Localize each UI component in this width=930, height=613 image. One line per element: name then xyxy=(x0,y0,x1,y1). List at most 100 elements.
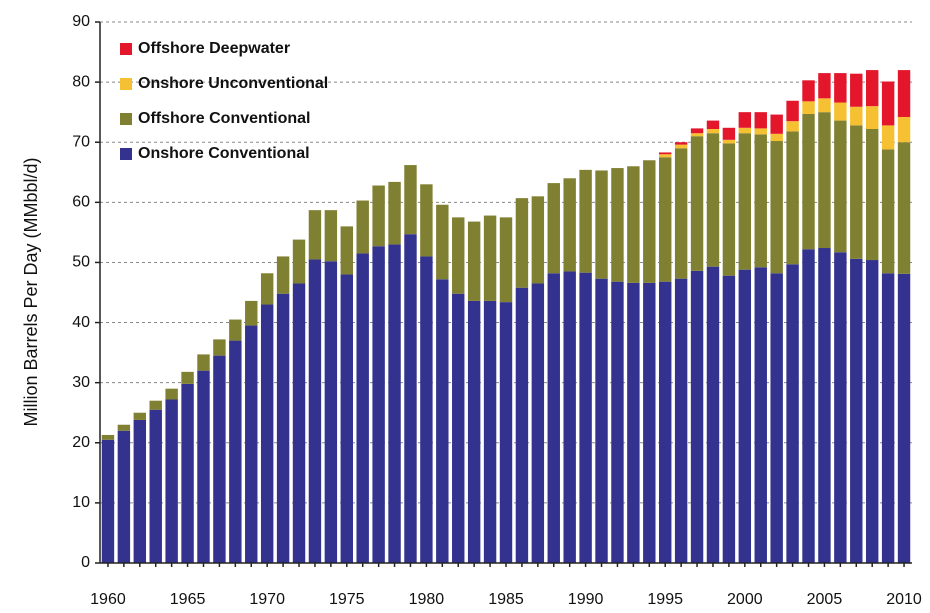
bar-segment xyxy=(165,388,178,400)
bar-segment xyxy=(579,272,592,563)
bar-segment xyxy=(563,271,576,563)
bar-segment xyxy=(260,304,274,563)
bar-segment xyxy=(802,80,815,102)
bar-segment xyxy=(531,283,545,563)
y-tick-label: 70 xyxy=(72,133,90,150)
bar-segment xyxy=(324,261,338,563)
bar-segment xyxy=(722,127,736,140)
bar-segment xyxy=(754,134,767,268)
bar-segment xyxy=(722,143,736,276)
bar-segment xyxy=(515,287,529,563)
bar-segment xyxy=(834,73,847,103)
bar-segment xyxy=(786,131,799,265)
legend-swatch xyxy=(120,43,132,55)
bar-segment xyxy=(897,70,911,117)
bar-segment xyxy=(818,248,831,564)
bar-segment xyxy=(818,98,831,113)
bar-segment xyxy=(372,185,385,247)
y-tick-label: 40 xyxy=(72,314,90,331)
legend-label: Onshore Conventional xyxy=(138,145,310,162)
bar-segment xyxy=(324,210,338,262)
y-tick-label: 20 xyxy=(72,434,90,451)
bar-segment xyxy=(643,282,656,563)
x-tick-label: 1960 xyxy=(90,591,126,608)
bar-segment xyxy=(483,215,497,301)
bar-segment xyxy=(722,275,736,563)
x-tick-label: 1985 xyxy=(488,591,524,608)
bar-segment xyxy=(738,133,752,270)
bar-segment xyxy=(420,256,433,563)
bar-segment xyxy=(197,354,210,371)
legend-label: Offshore Conventional xyxy=(138,110,310,127)
bar-segment xyxy=(881,273,895,563)
bar-segment xyxy=(292,283,306,563)
bar-segment xyxy=(674,144,688,149)
bar-segment xyxy=(595,278,608,563)
bar-segment xyxy=(276,256,290,294)
bar-segment xyxy=(627,282,640,563)
bar-segment xyxy=(388,244,401,563)
bar-segment xyxy=(133,419,147,563)
bar-segment xyxy=(706,120,720,129)
bar-segment xyxy=(181,371,194,384)
bar-segment xyxy=(452,217,465,294)
bar-segment xyxy=(499,217,513,303)
bar-segment xyxy=(404,165,417,235)
bar-segment xyxy=(213,339,226,356)
x-tick-label: 1970 xyxy=(249,591,285,608)
bar-segment xyxy=(181,383,194,563)
bar-segment xyxy=(818,112,831,249)
bar-segment xyxy=(197,370,210,563)
x-tick-label: 1980 xyxy=(409,591,445,608)
bar-segment xyxy=(420,184,433,257)
bar-segment xyxy=(754,112,767,129)
bar-segment xyxy=(786,100,799,122)
bar-segment xyxy=(754,128,767,135)
bar-segment xyxy=(595,170,608,279)
x-tick-label: 2005 xyxy=(807,591,843,608)
legend-label: Offshore Deepwater xyxy=(138,40,290,57)
bar-segment xyxy=(213,355,226,563)
bar-segment xyxy=(149,400,162,410)
bar-segment xyxy=(659,154,672,158)
bar-segment xyxy=(467,300,481,563)
bar-segment xyxy=(674,148,688,279)
bar-segment xyxy=(245,325,258,563)
bar-segment xyxy=(388,181,401,245)
bar-segment xyxy=(674,278,688,563)
x-tick-label: 2010 xyxy=(886,591,922,608)
bar-segment xyxy=(706,133,720,267)
bar-segment xyxy=(356,253,369,563)
bar-segment xyxy=(627,166,640,283)
bar-segment xyxy=(770,114,783,134)
bar-segment xyxy=(881,125,895,150)
x-tick-label: 1990 xyxy=(568,591,604,608)
bar-segment xyxy=(690,128,704,134)
y-axis-label: Million Barrels Per Day (MMbbl/d) xyxy=(21,157,41,426)
bar-segment xyxy=(133,412,147,420)
y-tick-label: 0 xyxy=(81,554,90,571)
bar-segment xyxy=(865,128,879,261)
bar-segment xyxy=(865,70,879,107)
bar-segment xyxy=(897,142,911,274)
bar-segment xyxy=(611,281,624,563)
legend-swatch xyxy=(120,148,132,160)
bar-segment xyxy=(276,293,290,563)
y-tick-label: 30 xyxy=(72,374,90,391)
bar-segment xyxy=(436,204,449,280)
bar-segment xyxy=(245,300,258,326)
bar-segment xyxy=(515,198,529,288)
bar-segment xyxy=(690,133,704,137)
bar-segment xyxy=(881,81,895,126)
bar-segment xyxy=(722,139,736,144)
bar-segment xyxy=(340,274,353,563)
bar-segment xyxy=(659,152,672,155)
bar-segment xyxy=(850,258,863,563)
bar-segment xyxy=(643,160,656,283)
bar-segment xyxy=(117,424,131,431)
y-tick-label: 50 xyxy=(72,254,90,271)
bar-segment xyxy=(436,279,449,563)
bar-segment xyxy=(738,269,752,563)
bar-segment xyxy=(786,264,799,563)
